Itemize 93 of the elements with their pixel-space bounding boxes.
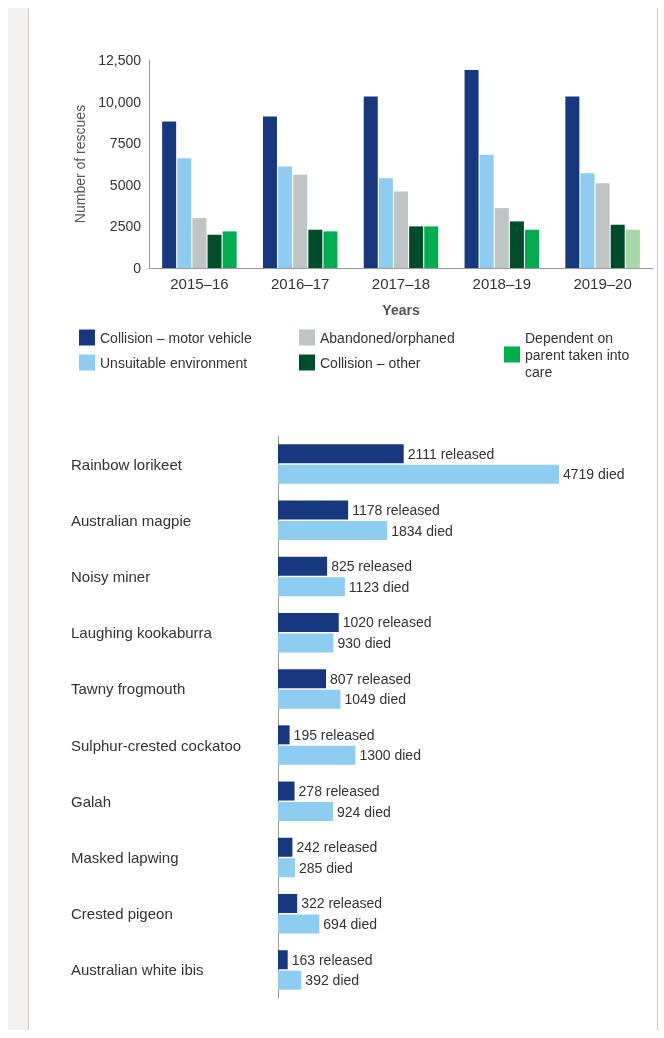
bar [278, 633, 334, 653]
legend-label: Unsuitable environment [100, 354, 248, 371]
bar [162, 121, 177, 268]
y-tick-label: Laughing kookaburra [71, 624, 213, 642]
y-tick-label: Rainbow lorikeet [71, 455, 183, 473]
data-label: 1300 died [359, 747, 421, 764]
bar [479, 154, 494, 268]
bar [278, 612, 339, 632]
x-axis-title: Years [382, 302, 420, 318]
bar [323, 231, 338, 268]
data-label: 392 died [305, 972, 360, 989]
bar [363, 96, 378, 268]
bar [278, 689, 341, 709]
bar [625, 229, 640, 268]
bar [278, 669, 327, 689]
y-tick-label: Galah [71, 792, 112, 810]
bar [278, 837, 293, 857]
legend-label: Abandoned/orphaned [320, 329, 455, 346]
y-tick-label: 10,000 [98, 93, 142, 110]
x-tick-label: 2017–18 [371, 275, 431, 292]
y-tick-label: 12,500 [98, 52, 142, 68]
legend-label: Collision – other [320, 354, 421, 371]
data-label: 1049 died [344, 691, 406, 708]
y-tick-label: Crested pigeon [71, 905, 173, 923]
x-tick-label: 2016–17 [271, 275, 330, 292]
bar [278, 970, 302, 990]
data-label: 322 released [301, 895, 383, 912]
data-label: 930 died [337, 634, 392, 651]
x-tick-label: 2015–16 [170, 275, 229, 292]
bar [278, 725, 290, 745]
data-label: 1123 died [348, 578, 410, 595]
bar [293, 174, 308, 268]
bar [394, 191, 408, 268]
data-label: 242 released [296, 839, 378, 856]
data-label: 694 died [323, 915, 378, 932]
y-tick-label: 0 [133, 260, 142, 276]
bar [494, 208, 509, 268]
data-label: 2111 released [407, 445, 495, 462]
bar [278, 521, 388, 541]
bar [278, 464, 559, 484]
bar [580, 173, 595, 268]
data-label: 807 released [330, 670, 412, 687]
bar [222, 231, 237, 268]
y-tick-label: Australian magpie [71, 511, 192, 529]
y-tick-label: 2500 [109, 218, 142, 235]
bar [278, 166, 293, 268]
y-tick-label: Tawny frogmouth [71, 680, 186, 698]
y-tick-label: Sulphur-crested cockatoo [71, 736, 242, 754]
bar [595, 183, 610, 268]
bar [278, 893, 298, 913]
x-tick-label: 2019–20 [573, 275, 632, 292]
y-tick-label: 7500 [109, 135, 142, 152]
bar [378, 178, 393, 268]
bar [262, 116, 277, 268]
data-label: 278 released [298, 783, 380, 800]
bar [525, 229, 540, 268]
bar [207, 234, 222, 268]
bar [278, 858, 295, 878]
data-label: 1834 died [391, 522, 453, 539]
bar [278, 556, 328, 576]
data-label: 1178 released [352, 502, 440, 519]
data-label: 195 released [293, 726, 375, 743]
bar [278, 781, 295, 801]
bar [278, 914, 320, 934]
legend-label: Dependent on parent taken into care [525, 329, 634, 380]
bar [424, 226, 439, 268]
bar [278, 745, 356, 765]
data-label: 163 released [291, 951, 373, 968]
data-label: 924 died [337, 803, 391, 820]
bar [278, 444, 404, 464]
x-tick-label: 2018–19 [472, 275, 531, 292]
data-label: 1020 released [342, 614, 432, 631]
y-tick-label: 5000 [109, 176, 142, 193]
bar [278, 950, 288, 970]
y-tick-label: Australian white ibis [71, 961, 204, 979]
bar [278, 577, 345, 597]
y-tick-label: Noisy miner [71, 568, 151, 585]
bar [177, 158, 192, 268]
y-tick-label: Masked lapwing [71, 849, 179, 866]
bar [464, 69, 479, 268]
bar [509, 221, 524, 268]
bar [308, 229, 323, 268]
bar [565, 96, 580, 268]
bar [610, 224, 625, 268]
bar [278, 802, 334, 822]
data-label: 825 released [331, 558, 413, 575]
bar [192, 218, 207, 268]
legend-label: Collision – motor vehicle [100, 329, 252, 346]
y-axis-title: Number of rescues [72, 104, 88, 224]
bar [278, 500, 349, 520]
data-label: 4719 died [563, 466, 625, 483]
bar [409, 226, 424, 268]
data-label: 285 died [298, 859, 353, 876]
